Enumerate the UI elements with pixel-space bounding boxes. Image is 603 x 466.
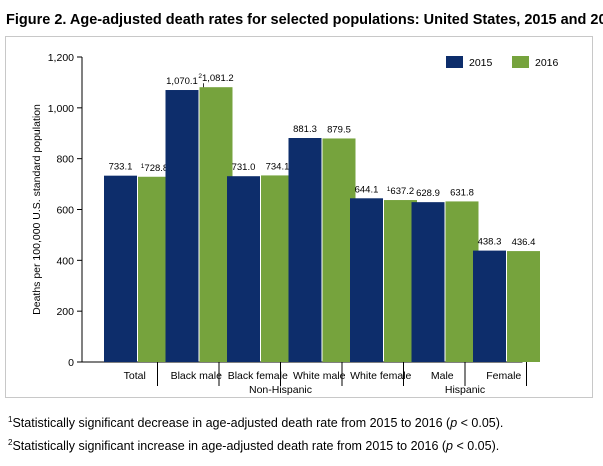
footnote-2: 2Statistically significant increase in a… — [8, 438, 499, 453]
bar-2016 — [507, 251, 540, 362]
x-category-label: Male — [431, 370, 454, 382]
data-label: 731.0 — [232, 162, 256, 173]
footnote-2-p: p — [446, 439, 453, 453]
footnote-1-tail: < 0.05). — [457, 416, 504, 430]
bar-2015 — [104, 175, 137, 362]
x-category-label: Black male — [171, 370, 223, 382]
footnote-2-text: Statistically significant increase in ag… — [12, 439, 447, 453]
legend-label: 2016 — [535, 57, 559, 69]
data-label: 644.1 — [355, 184, 379, 195]
footnote-1-text: Statistically significant decrease in ag… — [12, 416, 451, 430]
data-label: 879.5 — [327, 124, 351, 135]
legend-swatch-2015 — [446, 56, 463, 68]
data-label: 436.4 — [512, 237, 536, 248]
bar-2015 — [165, 90, 199, 363]
y-axis-label: Deaths per 100,000 U.S. standard populat… — [31, 104, 43, 315]
data-label: 21,081.2 — [198, 73, 233, 84]
y-tick-label: 1,200 — [48, 52, 74, 64]
data-label: 733.1 — [109, 162, 133, 173]
footnote-2-marker: 2 — [8, 438, 13, 447]
legend-swatch-2016 — [512, 56, 529, 68]
legend-label: 2015 — [469, 57, 493, 69]
data-label: 881.3 — [293, 124, 317, 135]
y-tick-label: 1,000 — [48, 103, 74, 115]
y-tick-label: 200 — [56, 306, 74, 318]
y-tick-label: 0 — [68, 357, 74, 369]
data-label: 1728.8 — [141, 163, 168, 174]
data-label: 628.9 — [416, 188, 440, 199]
x-category-label: Black female — [228, 370, 288, 382]
group-label: Non-Hispanic — [249, 384, 312, 396]
x-category-label: White male — [293, 370, 346, 382]
y-tick-label: 600 — [56, 205, 74, 217]
bar-2015 — [227, 176, 260, 362]
bar-2015 — [350, 198, 383, 362]
group-label: Hispanic — [445, 384, 485, 396]
footnote-1-p: p — [450, 416, 458, 430]
chart-frame — [5, 36, 593, 398]
data-label: 1,070.1 — [166, 76, 198, 87]
data-label: 438.3 — [478, 237, 502, 248]
bar-2015 — [473, 250, 506, 362]
data-label: 1637.2 — [387, 186, 414, 197]
data-label: 734.1 — [266, 161, 290, 172]
data-label: 631.8 — [450, 187, 474, 198]
x-category-label: Female — [486, 370, 521, 382]
figure-title: Figure 2. Age-adjusted death rates for s… — [6, 12, 603, 28]
bar-2015 — [411, 202, 445, 362]
bar-2015 — [288, 138, 322, 362]
footnote-2-tail: < 0.05). — [453, 439, 500, 453]
x-category-label: Total — [124, 370, 146, 382]
y-tick-label: 800 — [56, 154, 74, 166]
footnote-1: 1Statistically significant decrease in a… — [8, 415, 503, 430]
y-tick-label: 400 — [56, 255, 74, 267]
footnote-1-marker: 1 — [8, 415, 13, 424]
x-category-label: White female — [350, 370, 411, 382]
